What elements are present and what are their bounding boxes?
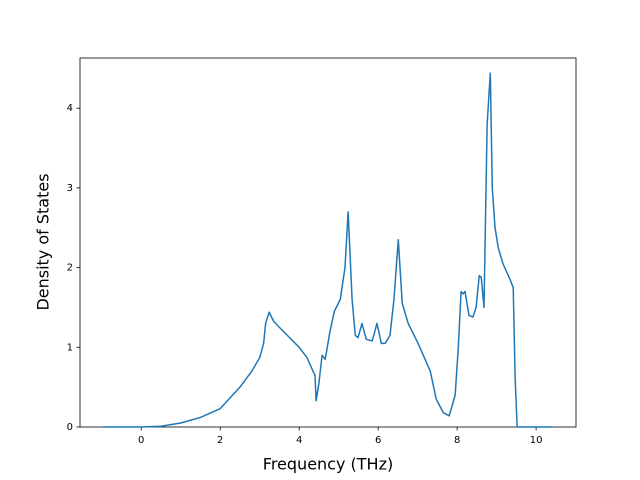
y-axis-label: Density of States — [34, 173, 53, 310]
x-axis-label: Frequency (THz) — [263, 455, 393, 474]
axes-frame — [79, 57, 577, 428]
y-tick-label: 4 — [67, 103, 73, 114]
x-tick-label: 10 — [530, 435, 543, 446]
x-tick-label: 4 — [296, 435, 302, 446]
x-tick-label: 8 — [454, 435, 460, 446]
x-tick-label: 2 — [217, 435, 223, 446]
x-tick-label: 6 — [375, 435, 381, 446]
y-tick-label: 3 — [67, 183, 73, 194]
x-tick-label: 0 — [138, 435, 144, 446]
y-tick-label: 0 — [67, 422, 73, 433]
y-tick-label: 1 — [67, 342, 73, 353]
dos-line — [102, 72, 554, 428]
y-tick-label: 2 — [67, 263, 73, 274]
